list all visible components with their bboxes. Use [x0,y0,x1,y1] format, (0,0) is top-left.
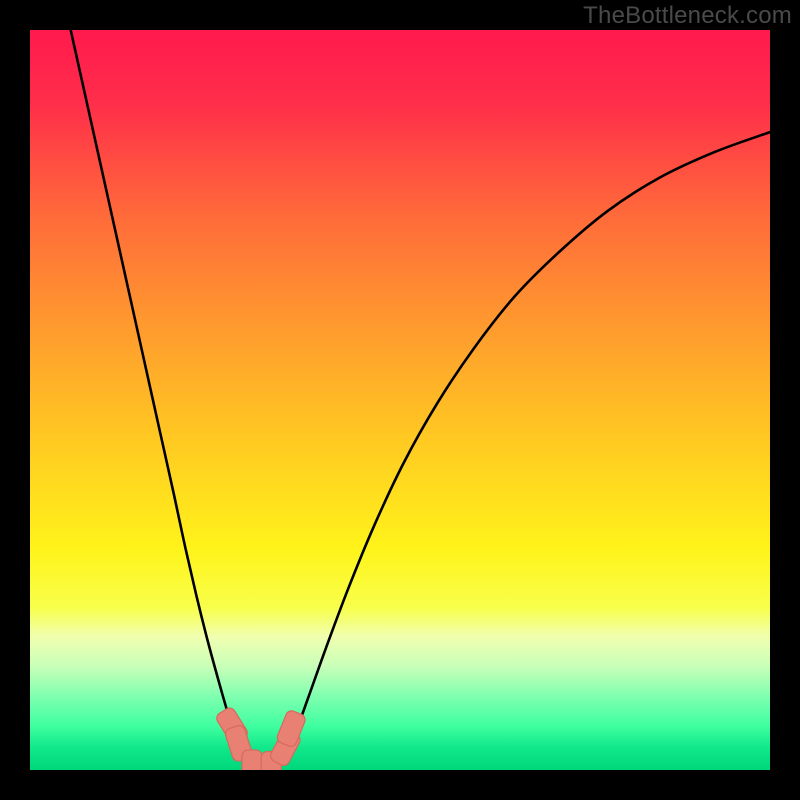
chart-svg [30,30,770,770]
plot-area [30,30,770,770]
curve-left-branch [71,30,263,770]
watermark-label: TheBottleneck.com [583,2,792,30]
bottleneck-marker [276,709,307,748]
chart-frame: TheBottleneck.com [0,0,800,800]
curve-right-branch [274,132,770,770]
bottleneck-marker [242,750,262,770]
